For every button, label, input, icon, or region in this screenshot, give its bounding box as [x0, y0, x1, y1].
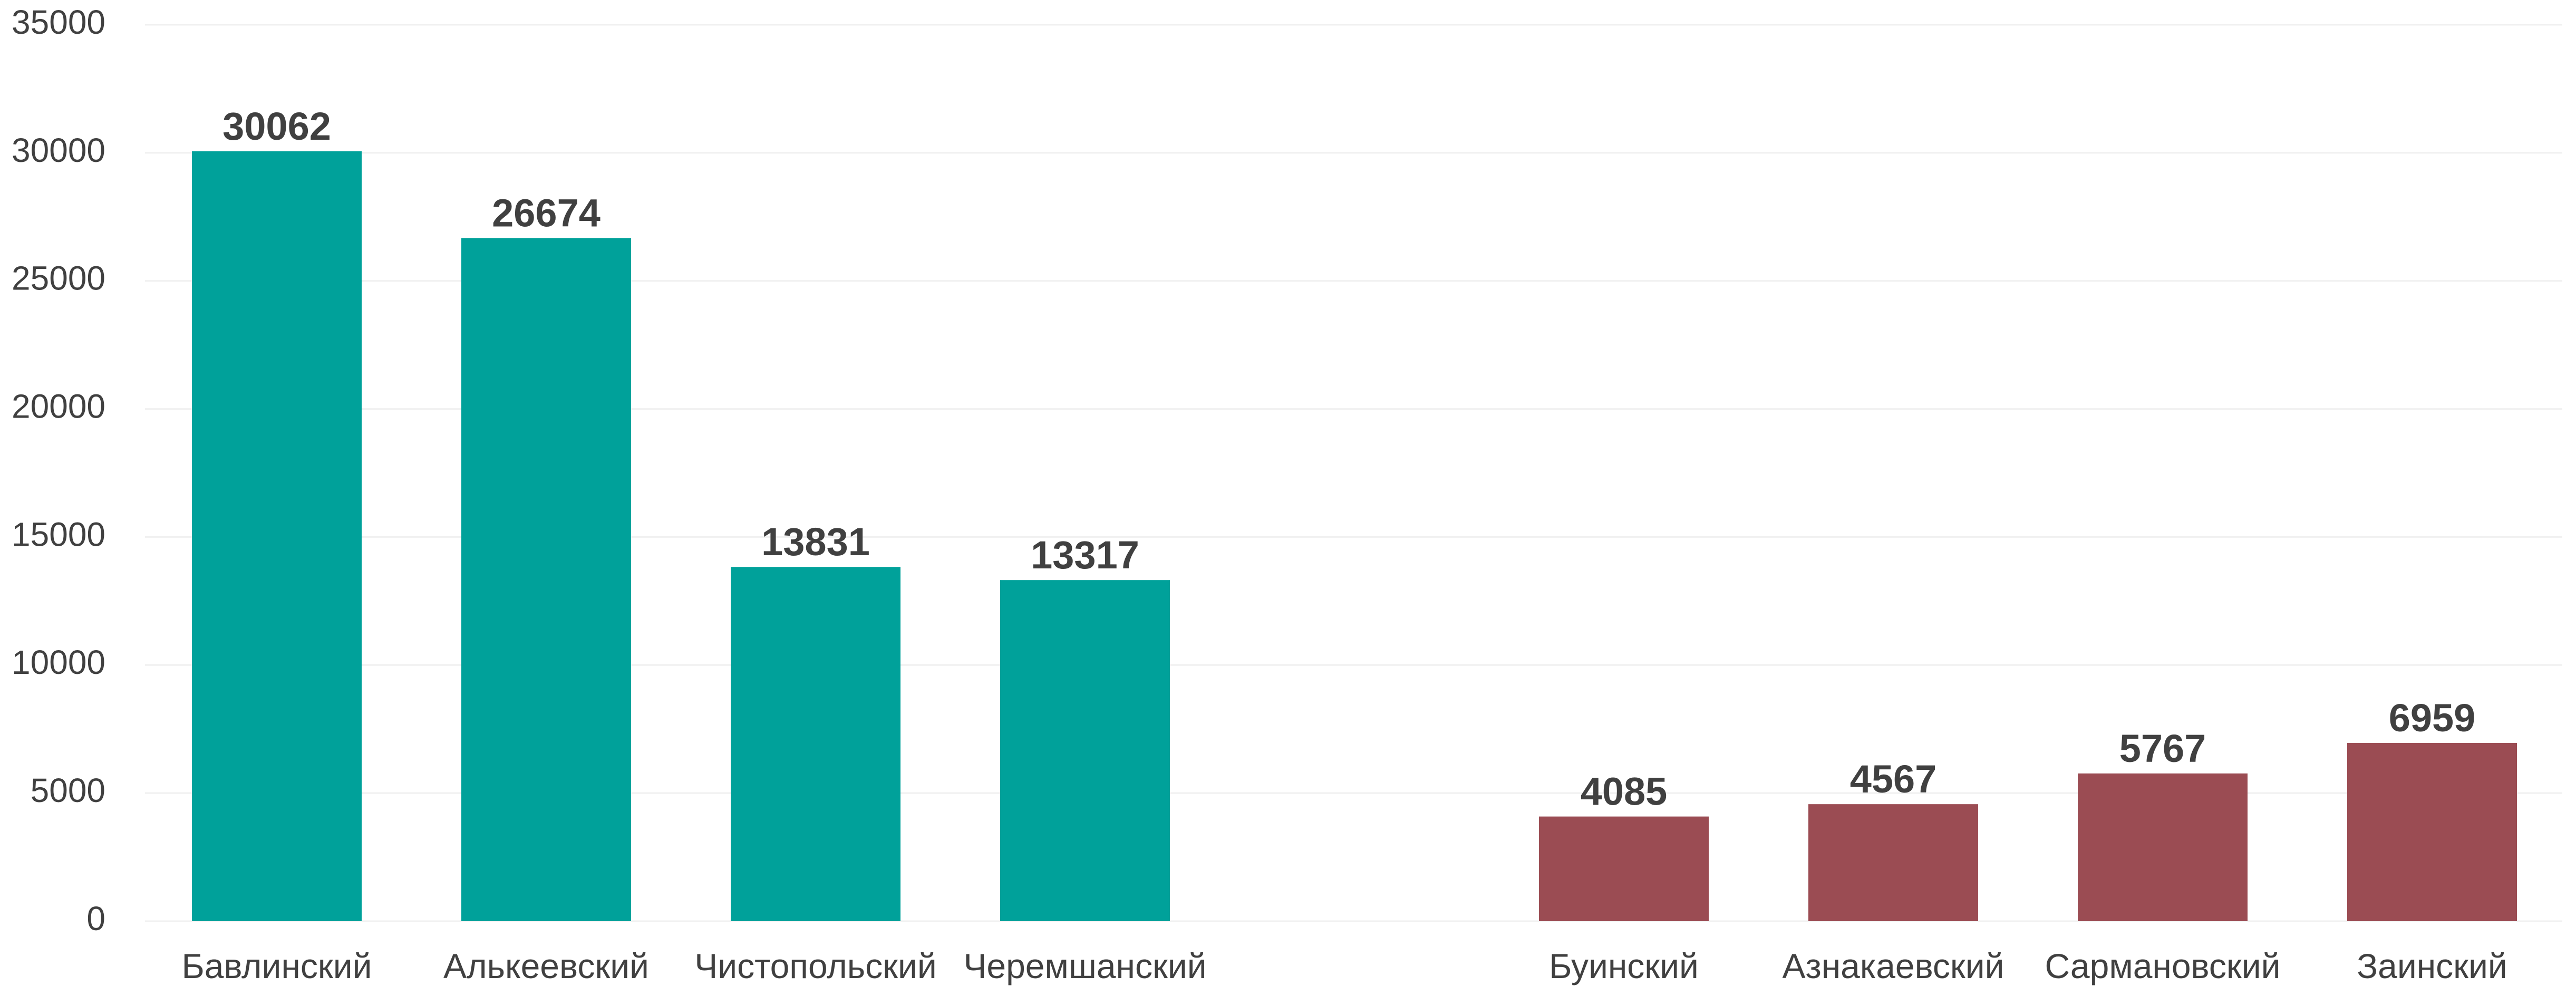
data-label: 5767 [2119, 727, 2206, 770]
bar [1000, 580, 1170, 921]
y-tick-label: 35000 [12, 3, 105, 41]
y-tick-label: 0 [86, 900, 105, 937]
category-label: Заинский [2357, 946, 2507, 985]
bar [2078, 773, 2248, 921]
category-label: Черемшанский [963, 946, 1206, 985]
y-tick-label: 25000 [12, 259, 105, 297]
bar [461, 238, 631, 921]
bar [731, 567, 900, 921]
data-label: 4567 [1850, 757, 1937, 801]
data-label: 13831 [761, 520, 870, 564]
y-tick-label: 5000 [31, 771, 105, 809]
y-tick-label: 20000 [12, 387, 105, 425]
category-label: Азнакаевский [1782, 946, 2004, 985]
data-label: 6959 [2389, 696, 2476, 740]
bar [1808, 804, 1978, 921]
y-axis-tick-labels: 0 5000 10000 15000 20000 25000 30000 35000 [12, 3, 105, 937]
y-tick-label: 30000 [12, 131, 105, 169]
data-labels: 30062 26674 13831 13317 4085 4567 5767 6959 [222, 104, 2475, 814]
data-label: 26674 [492, 191, 601, 235]
bar [1539, 816, 1709, 921]
category-label: Бавлинский [181, 946, 372, 985]
x-axis-category-labels: Бавлинский Алькеевский Чистопольский Черемш… [181, 946, 2507, 985]
data-label: 13317 [1031, 533, 1139, 577]
bar [2347, 742, 2517, 921]
bar [192, 151, 362, 921]
data-label: 30062 [222, 104, 331, 148]
category-label: Сармановский [2045, 946, 2281, 985]
y-tick-label: 10000 [12, 643, 105, 681]
data-label: 4085 [1581, 770, 1668, 814]
y-tick-label: 15000 [12, 515, 105, 553]
category-label: Буинский [1549, 946, 1699, 985]
bars [192, 151, 2517, 921]
category-label: Чистопольский [694, 946, 937, 985]
category-label: Алькеевский [443, 946, 649, 985]
